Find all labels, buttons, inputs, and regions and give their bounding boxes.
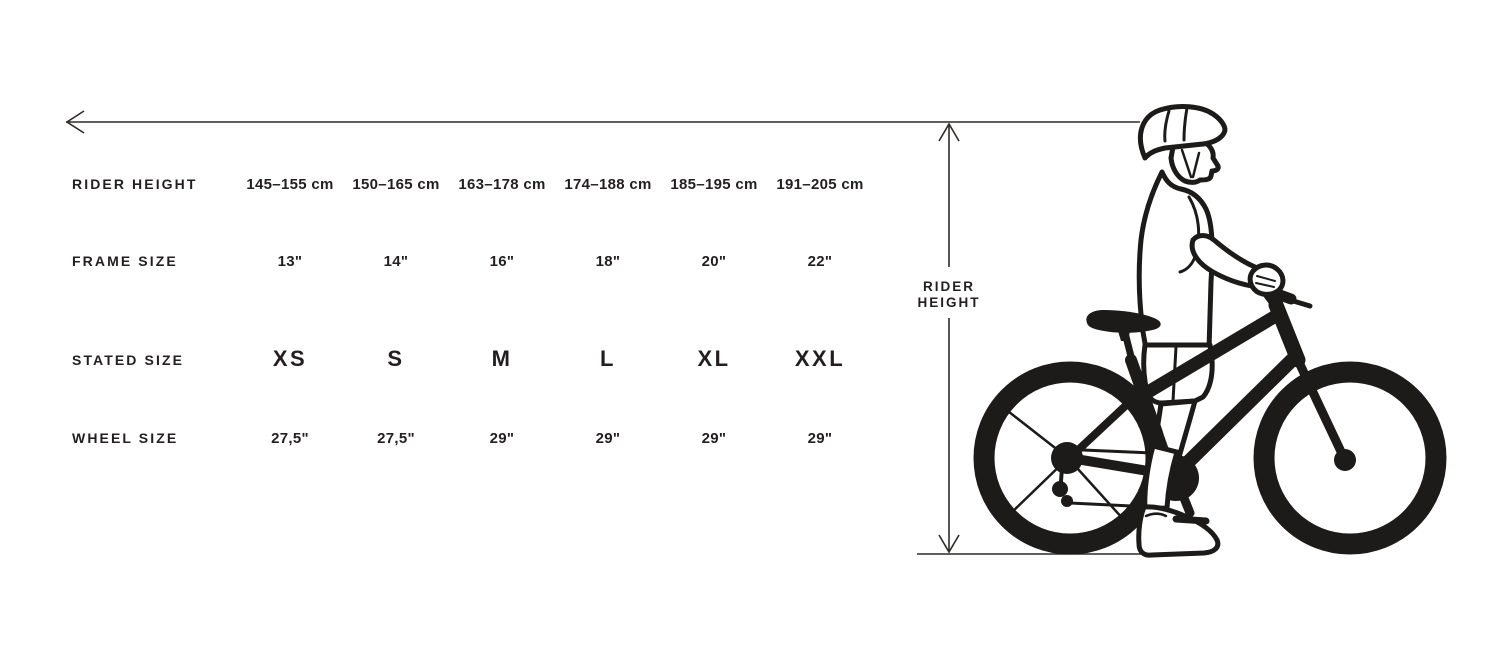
- bicycle: [973, 282, 1447, 555]
- row-stated-size: STATED SIZE XS S M L XL XXL: [0, 346, 960, 372]
- size-value-cell: 29": [489, 430, 515, 447]
- size-value-cell: 27,5": [271, 430, 309, 447]
- row-label-stated-size: STATED SIZE: [72, 352, 185, 368]
- size-value-cell: 174–188 cm: [564, 176, 652, 193]
- crank-arm: [1171, 473, 1195, 518]
- row-label-wheel-size: WHEEL SIZE: [72, 430, 179, 446]
- down-arrow-icon: [938, 534, 960, 554]
- rider-hand: [1247, 262, 1286, 297]
- size-value-cell: 22": [807, 253, 833, 270]
- size-value-cell: 145–155 cm: [246, 176, 334, 193]
- left-arrow-icon: [65, 110, 85, 134]
- saddle: [1086, 310, 1161, 333]
- size-value-cell: 13": [277, 253, 303, 270]
- row-label-frame-size: FRAME SIZE: [72, 253, 178, 269]
- size-value-cell: XL: [697, 346, 731, 371]
- size-value-cell: 29": [701, 430, 727, 447]
- rider-height-label-line1: RIDER: [923, 279, 975, 294]
- helmet-vent: [1182, 106, 1189, 142]
- helmet-strap: [1180, 148, 1193, 179]
- rider-height-label-line2: HEIGHT: [917, 295, 980, 310]
- size-value-cell: 29": [595, 430, 621, 447]
- size-value-cell: 163–178 cm: [458, 176, 546, 193]
- row-wheel-size: WHEEL SIZE 27,5" 27,5" 29" 29" 29" 29": [0, 430, 960, 450]
- helmet-icon: [1137, 104, 1228, 161]
- fork: [1293, 355, 1349, 463]
- vertical-measure-line: [938, 122, 960, 554]
- up-arrow-icon: [938, 122, 960, 142]
- row-rider-height: RIDER HEIGHT 145–155 cm 150–165 cm 163–1…: [0, 176, 960, 196]
- size-value-cell: 20": [701, 253, 727, 270]
- down-tube: [1167, 351, 1301, 483]
- shoe: [1136, 504, 1221, 558]
- size-value-cell: XS: [272, 346, 308, 371]
- crank-and-pedal: [1171, 473, 1210, 525]
- size-value-cell: 16": [489, 253, 515, 270]
- head-tube: [1268, 297, 1306, 368]
- size-value-cell: 185–195 cm: [670, 176, 758, 193]
- size-value-cell: 191–205 cm: [776, 176, 864, 193]
- size-value-cell: XXL: [794, 346, 846, 371]
- size-value-cell: 18": [595, 253, 621, 270]
- finger-line: [1255, 282, 1275, 288]
- size-value-cell: 29": [807, 430, 833, 447]
- row-frame-size: FRAME SIZE 13" 14" 16" 18" 20" 22": [0, 253, 960, 273]
- seatstay: [1072, 392, 1140, 456]
- rider-lower-leg: [1136, 443, 1221, 558]
- front-wheel: [1253, 361, 1447, 555]
- size-value-cell: S: [387, 346, 405, 371]
- pedal: [1172, 515, 1210, 525]
- derailleur: [1052, 466, 1073, 507]
- size-value-cell: M: [491, 346, 513, 371]
- size-value-cell: L: [600, 346, 616, 371]
- shoe-cuff: [1144, 512, 1168, 518]
- size-value-cell: 150–165 cm: [352, 176, 440, 193]
- helmet-vent: [1163, 109, 1171, 143]
- size-value-cell: 27,5": [377, 430, 415, 447]
- hand: [1247, 262, 1286, 297]
- top-tube: [1131, 307, 1286, 405]
- size-value-cell: 14": [383, 253, 409, 270]
- finger-line: [1256, 275, 1276, 282]
- horizontal-measure-line: [65, 110, 1140, 134]
- chain: [1068, 448, 1154, 509]
- row-label-rider-height: RIDER HEIGHT: [72, 176, 198, 192]
- saddle-clamp: [1118, 331, 1130, 341]
- brake-lever: [1287, 297, 1313, 309]
- helmet-strap: [1191, 151, 1201, 179]
